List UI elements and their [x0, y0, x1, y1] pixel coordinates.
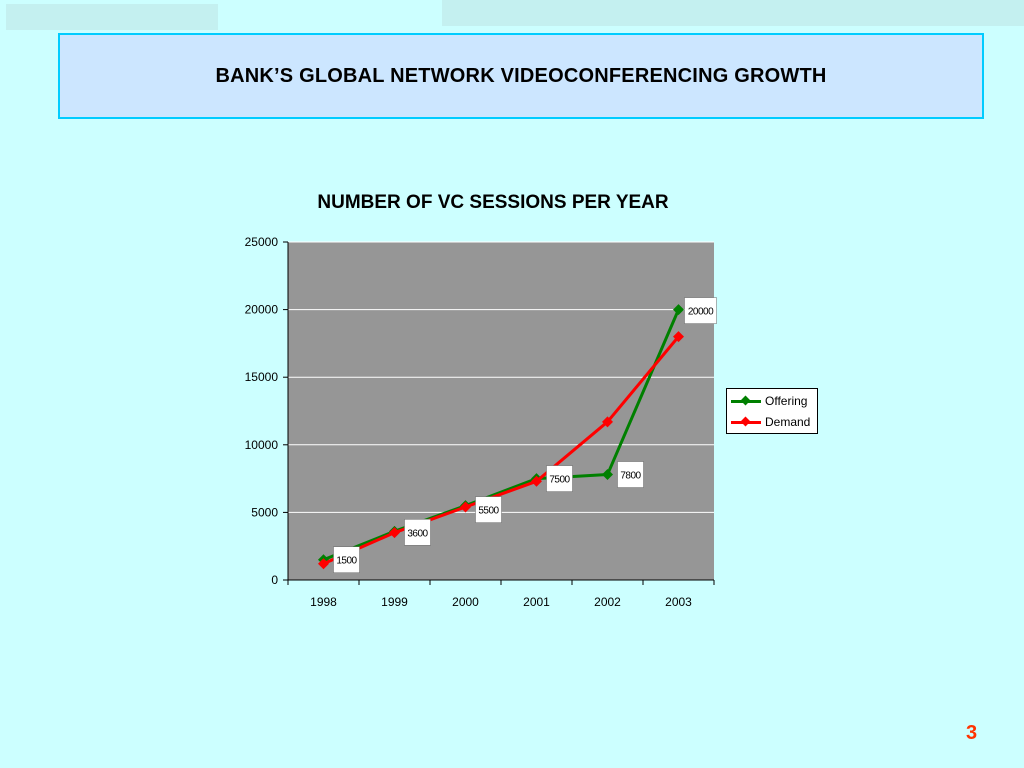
- data-label-box: [475, 496, 502, 523]
- x-tick-label: 1999: [381, 595, 408, 609]
- top-strip-right: [442, 0, 1024, 26]
- top-strip-left: [6, 4, 218, 30]
- y-tick-label: 10000: [245, 438, 279, 452]
- x-tick-label: 2000: [452, 595, 479, 609]
- legend-swatch-offering: [731, 395, 761, 407]
- legend-label-demand: Demand: [765, 415, 811, 429]
- y-tick-label: 5000: [251, 505, 278, 519]
- y-tick-label: 25000: [245, 235, 279, 249]
- data-point-demand: [318, 558, 329, 570]
- series-line-offering: [322, 309, 680, 562]
- x-tick-label: 1998: [310, 595, 337, 609]
- legend-entry-demand: Demand: [731, 413, 810, 431]
- data-point-demand: [460, 501, 471, 513]
- data-label-box: [546, 465, 573, 492]
- plot-area: [288, 242, 714, 580]
- legend-entry-offering: Offering: [731, 392, 807, 410]
- data-label: 1500: [336, 556, 357, 567]
- legend-swatch-demand: [731, 416, 761, 428]
- data-label-box: [333, 546, 360, 573]
- data-point-demand: [602, 416, 613, 428]
- data-point-offering: [602, 469, 613, 481]
- data-label-box: [684, 297, 717, 324]
- data-label-box: [404, 519, 431, 546]
- x-tick-label: 2001: [523, 595, 550, 609]
- data-point-demand: [531, 475, 542, 487]
- series-line-demand: [322, 335, 680, 566]
- data-point-demand: [673, 331, 684, 343]
- data-label: 3600: [407, 528, 428, 539]
- data-label: 5500: [478, 506, 499, 517]
- chart-title: NUMBER OF VC SESSIONS PER YEAR: [317, 192, 669, 213]
- data-label: 20000: [688, 307, 714, 318]
- y-tick-label: 20000: [245, 303, 279, 317]
- x-tick-label: 2002: [594, 595, 621, 609]
- data-label-box: [617, 461, 644, 488]
- y-tick-label: 0: [271, 573, 278, 587]
- legend-label-offering: Offering: [765, 394, 808, 408]
- data-label: 7800: [620, 471, 641, 482]
- data-point-offering: [673, 304, 684, 316]
- data-label: 7500: [549, 475, 570, 486]
- x-tick-label: 2003: [665, 595, 692, 609]
- page-number: 3: [966, 722, 978, 744]
- slide-title-box: BANK’S GLOBAL NETWORK VIDEOCONFERENCING …: [58, 33, 984, 119]
- chart-legend: Offering Demand: [726, 388, 818, 434]
- y-tick-label: 15000: [245, 370, 279, 384]
- data-point-demand: [389, 527, 400, 539]
- slide-title: BANK’S GLOBAL NETWORK VIDEOCONFERENCING …: [215, 64, 827, 87]
